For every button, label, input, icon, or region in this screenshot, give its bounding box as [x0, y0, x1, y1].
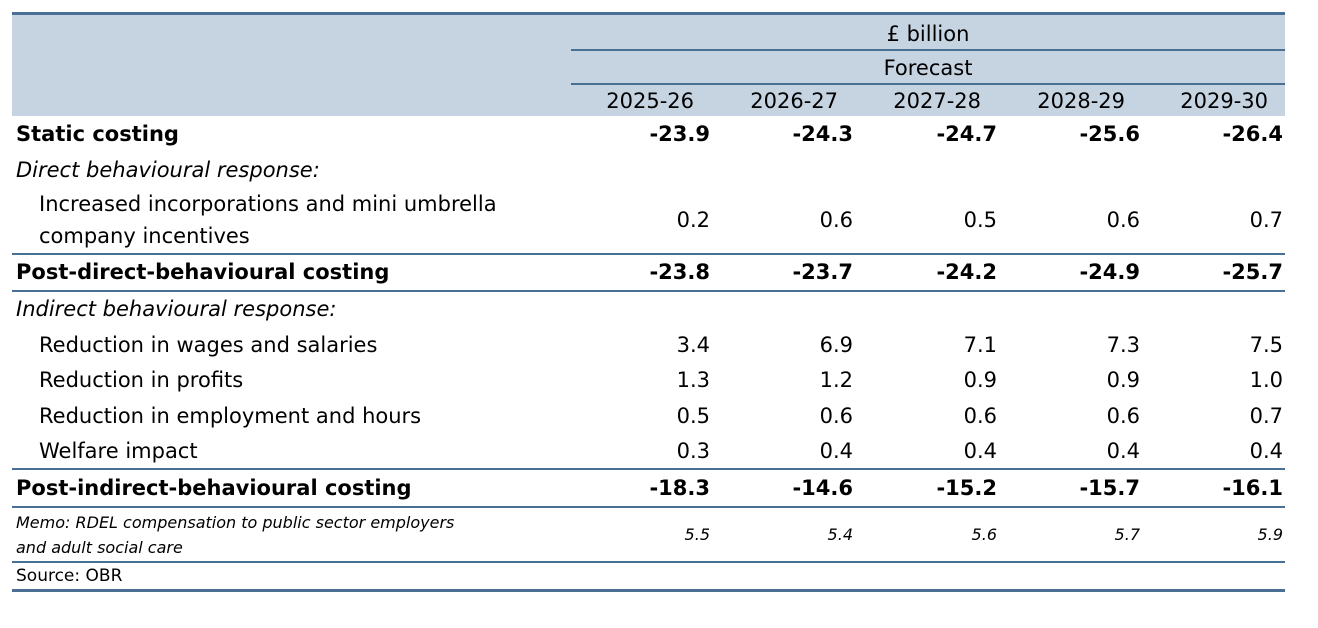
row-label: Reduction in employment and hours [39, 404, 422, 428]
table-row-post-direct: Post-direct-behavioural costing -23.8 -2… [12, 255, 1285, 290]
cell-value: 0.6 [963, 404, 997, 428]
cell-value: 5.7 [1114, 525, 1140, 544]
header-divider [571, 83, 1285, 85]
cell-value: 1.3 [676, 368, 710, 392]
cell-value: 0.5 [676, 404, 710, 428]
cell-value: -15.7 [1079, 476, 1140, 500]
table-row-welfare: Welfare impact 0.3 0.4 0.4 0.4 0.4 [12, 434, 1285, 468]
row-label: Reduction in profits [39, 368, 244, 392]
year-header: 2027-28 [893, 89, 981, 113]
cell-value: -24.3 [792, 122, 853, 146]
cell-value: 0.6 [819, 208, 853, 232]
cell-value: 5.6 [971, 525, 997, 544]
top-rule [12, 12, 1285, 15]
source-note: Source: OBR [12, 563, 1285, 589]
cell-value: 0.4 [819, 439, 853, 463]
cell-value: 3.4 [676, 333, 710, 357]
row-divider [12, 506, 1285, 508]
row-label: Static costing [16, 122, 179, 146]
row-divider [12, 253, 1285, 255]
cell-value: 1.0 [1249, 368, 1283, 392]
cell-value: 0.7 [1249, 404, 1283, 428]
cell-value: -24.9 [1079, 260, 1140, 284]
cell-value: 0.6 [819, 404, 853, 428]
row-label-line1: Increased incorporations and mini umbrel… [39, 192, 497, 216]
cell-value: 5.5 [684, 525, 710, 544]
cell-value: 0.9 [1106, 368, 1140, 392]
cell-value: 7.1 [963, 333, 997, 357]
row-divider [12, 290, 1285, 292]
cell-value: 0.4 [1106, 439, 1140, 463]
cell-value: 7.3 [1106, 333, 1140, 357]
cell-value: -16.1 [1222, 476, 1283, 500]
cell-value: -24.2 [936, 260, 997, 284]
row-label: Reduction in wages and salaries [39, 333, 378, 357]
cell-value: -18.3 [649, 476, 710, 500]
row-label-line2: company incentives [39, 224, 250, 248]
year-header: 2025-26 [606, 89, 694, 113]
header-divider [571, 49, 1285, 51]
row-divider [12, 561, 1285, 563]
cell-value: -15.2 [936, 476, 997, 500]
source-label: Source: OBR [16, 566, 123, 586]
cell-value: -23.9 [649, 122, 710, 146]
memo-label-line2: and adult social care [16, 538, 183, 557]
cell-value: -25.7 [1222, 260, 1283, 284]
cell-value: 0.4 [1249, 439, 1283, 463]
cell-value: -23.7 [792, 260, 853, 284]
table-row-memo: Memo: RDEL compensation to public sector… [12, 508, 1285, 561]
year-header: 2028-29 [1037, 89, 1125, 113]
cell-value: -25.6 [1079, 122, 1140, 146]
cell-value: 0.4 [963, 439, 997, 463]
cell-value: 0.6 [1106, 404, 1140, 428]
table-header: £ billion Forecast 2025-26 2026-27 2027-… [12, 15, 1285, 116]
cell-value: 1.2 [819, 368, 853, 392]
costing-table: £ billion Forecast 2025-26 2026-27 2027-… [12, 12, 1285, 592]
cell-value: 0.5 [963, 208, 997, 232]
table-row-wages: Reduction in wages and salaries 3.4 6.9 … [12, 327, 1285, 363]
year-header: 2029-30 [1180, 89, 1268, 113]
cell-value: -26.4 [1222, 122, 1283, 146]
cell-value: -24.7 [936, 122, 997, 146]
year-header: 2026-27 [750, 89, 838, 113]
cell-value: -14.6 [792, 476, 853, 500]
table-row-profits: Reduction in profits 1.3 1.2 0.9 0.9 1.0 [12, 363, 1285, 398]
row-label: Post-direct-behavioural costing [16, 260, 390, 284]
bottom-rule [12, 589, 1285, 592]
cell-value: -23.8 [649, 260, 710, 284]
cell-value: 0.7 [1249, 208, 1283, 232]
cell-value: 5.9 [1257, 525, 1283, 544]
table-row-incorporations: Increased incorporations and mini umbrel… [12, 188, 1285, 253]
row-label: Post-indirect-behavioural costing [16, 476, 412, 500]
cell-value: 5.4 [827, 525, 853, 544]
row-divider [12, 468, 1285, 470]
table-row-post-indirect: Post-indirect-behavioural costing -18.3 … [12, 470, 1285, 506]
cell-value: 6.9 [819, 333, 853, 357]
row-label: Welfare impact [39, 439, 198, 463]
year-header-row: 2025-26 2026-27 2027-28 2028-29 2029-30 [571, 87, 1285, 116]
cell-value: 0.9 [963, 368, 997, 392]
section-heading-direct: Direct behavioural response: [12, 152, 1285, 188]
table-row-employment: Reduction in employment and hours 0.5 0.… [12, 398, 1285, 434]
section-heading-indirect: Indirect behavioural response: [12, 292, 1285, 327]
section-heading-label: Indirect behavioural response: [16, 297, 337, 321]
section-heading-label: Direct behavioural response: [16, 158, 320, 182]
memo-label-line1: Memo: RDEL compensation to public sector… [16, 513, 455, 532]
forecast-label: Forecast [883, 56, 973, 80]
cell-value: 0.3 [676, 439, 710, 463]
cell-value: 7.5 [1249, 333, 1283, 357]
unit-label: £ billion [886, 22, 970, 46]
table-row-static-costing: Static costing -23.9 -24.3 -24.7 -25.6 -… [12, 116, 1285, 152]
cell-value: 0.2 [676, 208, 710, 232]
cell-value: 0.6 [1106, 208, 1140, 232]
